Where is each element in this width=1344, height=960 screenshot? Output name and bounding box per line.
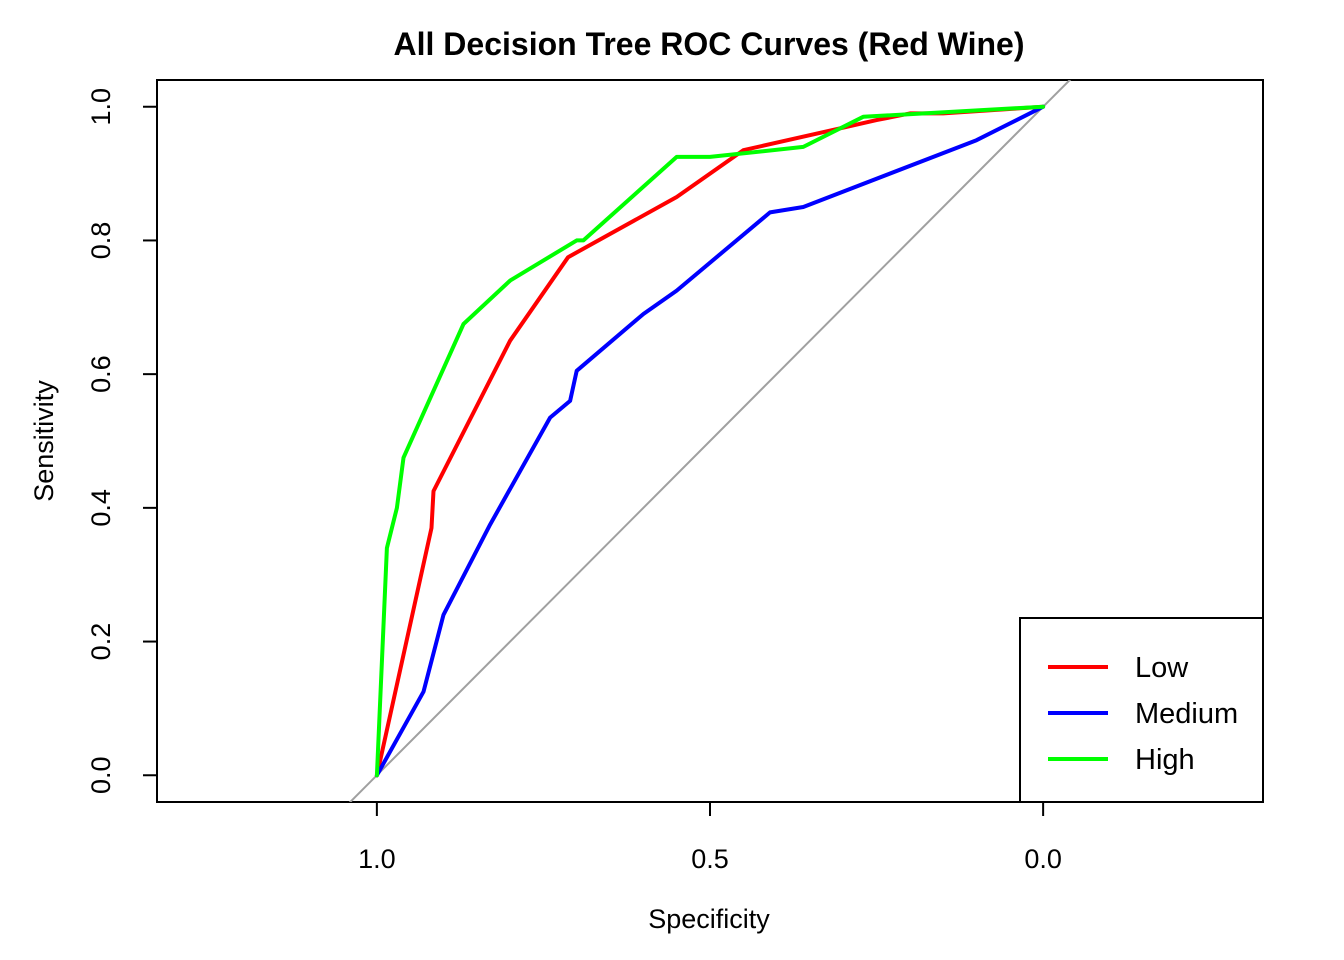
- series-line-medium: [374, 104, 1046, 778]
- y-axis: 0.0 0.2 0.4 0.6 0.8 1.0: [86, 88, 158, 794]
- legend-box: [1019, 617, 1264, 803]
- legend: Low Medium High: [1019, 617, 1264, 803]
- reference-diagonal-line: [348, 80, 1072, 802]
- legend-label-medium: Medium: [1135, 698, 1238, 730]
- y-tick-label: 0.8: [86, 222, 116, 260]
- x-tick-label: 0.0: [1024, 844, 1062, 874]
- series-layer: [374, 104, 1046, 778]
- x-tick-label: 0.5: [691, 844, 729, 874]
- legend-label-low: Low: [1135, 652, 1189, 684]
- y-tick-label: 0.2: [86, 623, 116, 661]
- x-tick-label: 1.0: [358, 844, 396, 874]
- y-tick-label: 0.4: [86, 489, 116, 527]
- series-line-high: [374, 104, 1046, 778]
- y-axis-label: Sensitivity: [29, 380, 59, 502]
- y-tick-label: 1.0: [86, 88, 116, 126]
- y-tick-label: 0.6: [86, 355, 116, 393]
- chart-title: All Decision Tree ROC Curves (Red Wine): [394, 26, 1025, 62]
- x-axis: 1.0 0.5 0.0: [358, 801, 1062, 874]
- y-tick-label: 0.0: [86, 756, 116, 794]
- x-axis-label: Specificity: [648, 904, 770, 934]
- legend-label-high: High: [1135, 744, 1195, 776]
